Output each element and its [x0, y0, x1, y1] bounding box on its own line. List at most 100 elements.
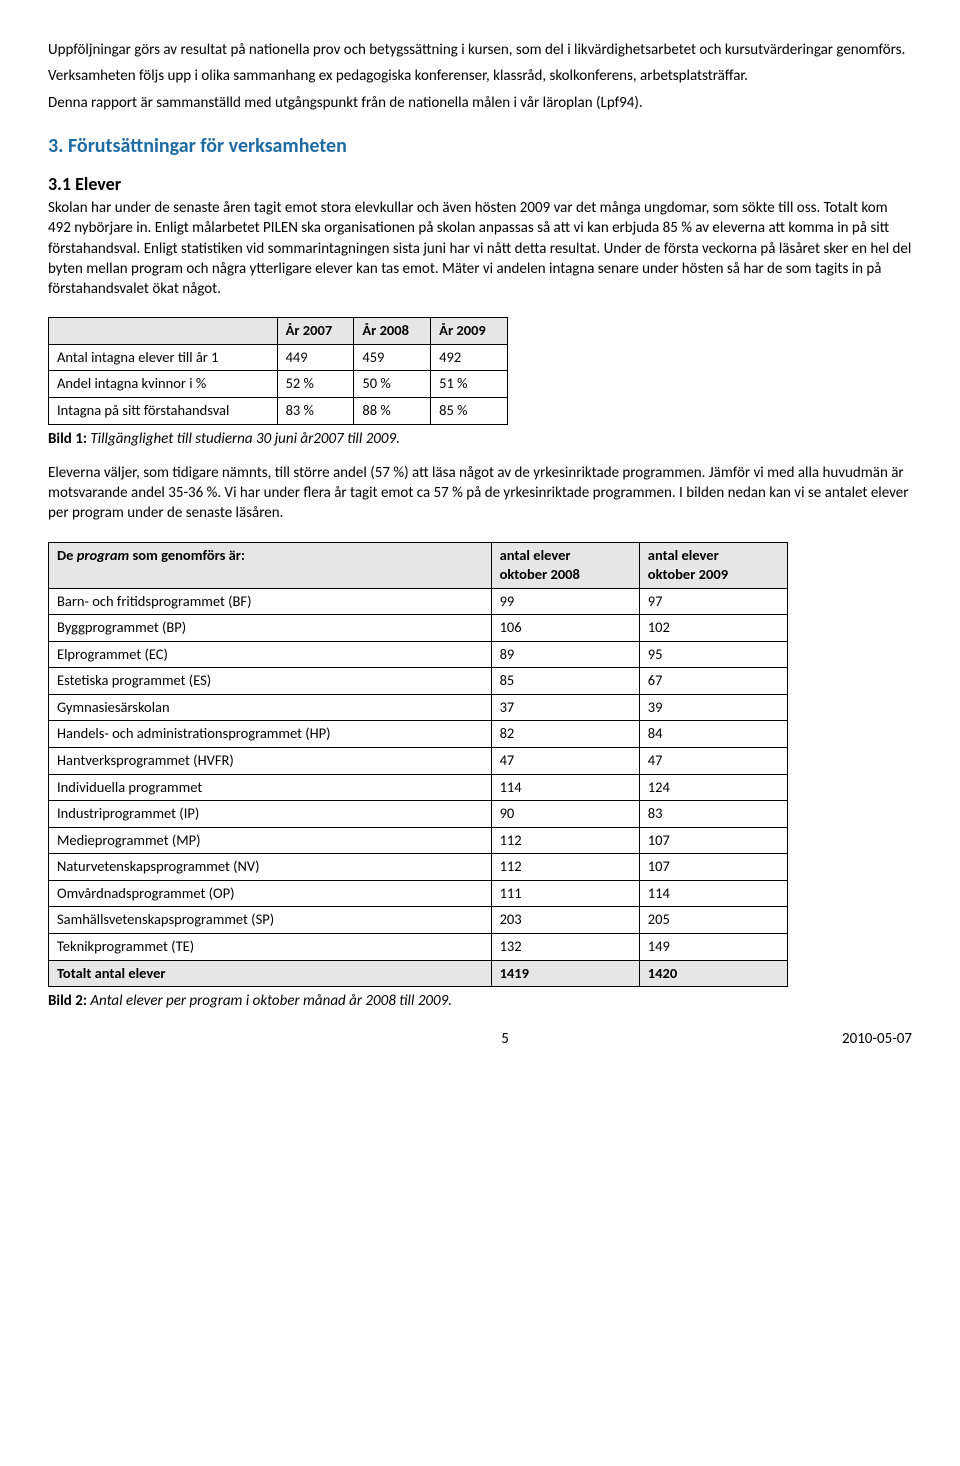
cell: Teknikprogrammet (TE) [49, 933, 492, 960]
cell: 111 [491, 880, 639, 907]
table-row: Antal intagna elever till år 1 449 459 4… [49, 344, 508, 371]
table-row: Gymnasiesärskolan3739 [49, 694, 788, 721]
t1-h2: År 2008 [354, 318, 431, 345]
mid-p1: Eleverna väljer, som tidigare nämnts, ti… [48, 463, 912, 524]
t1-h1: År 2007 [277, 318, 354, 345]
table-row: De program som genomförs är: antal eleve… [49, 542, 788, 588]
cell: 107 [639, 854, 787, 881]
section3-1-p1: Skolan har under de senaste åren tagit e… [48, 198, 912, 299]
footer-date: 2010-05-07 [842, 1029, 912, 1049]
cell: Handels- och administrationsprogrammet (… [49, 721, 492, 748]
table-row-total: Totalt antal elever 1419 1420 [49, 960, 788, 987]
cell: 39 [639, 694, 787, 721]
table-row: Hantverksprogrammet (HVFR)4747 [49, 748, 788, 775]
caption-label: Bild 2: [48, 992, 87, 1010]
cell: Gymnasiesärskolan [49, 694, 492, 721]
t2-h0b: program [77, 546, 129, 564]
page-number: 5 [168, 1029, 842, 1049]
t1-r2c1: 83 % [277, 397, 354, 424]
table-row: Naturvetenskapsprogrammet (NV)112107 [49, 854, 788, 881]
cell: 47 [639, 748, 787, 775]
t2-h1b: oktober [500, 565, 551, 583]
t1-r2c2: 88 % [354, 397, 431, 424]
cell: Samhällsvetenskapsprogrammet (SP) [49, 907, 492, 934]
page-footer: 5 2010-05-07 [48, 1029, 912, 1049]
cell: 102 [639, 615, 787, 642]
table-row: Elprogrammet (EC)8995 [49, 641, 788, 668]
table-row: Estetiska programmet (ES)8567 [49, 668, 788, 695]
intro-block: Uppföljningar görs av resultat på nation… [48, 40, 912, 113]
t1-r0c1: 449 [277, 344, 354, 371]
table1-caption: Bild 1: Tillgänglighet till studierna 30… [48, 429, 912, 449]
t1-r1c2: 50 % [354, 371, 431, 398]
table2-caption: Bild 2: Antal elever per program i oktob… [48, 991, 912, 1011]
table-row: Barn- och fritidsprogrammet (BF)9997 [49, 588, 788, 615]
t1-r1c0: Andel intagna kvinnor i % [49, 371, 278, 398]
cell: Barn- och fritidsprogrammet (BF) [49, 588, 492, 615]
t1-r0c0: Antal intagna elever till år 1 [49, 344, 278, 371]
cell: 85 [491, 668, 639, 695]
cell: Omvårdnadsprogrammet (OP) [49, 880, 492, 907]
cell: Individuella programmet [49, 774, 492, 801]
cell: 149 [639, 933, 787, 960]
cell: 99 [491, 588, 639, 615]
t2-h2: antal elever oktober 2009 [639, 542, 787, 588]
cell: 114 [491, 774, 639, 801]
intro-p1: Uppföljningar görs av resultat på nation… [48, 40, 912, 60]
cell: 83 [639, 801, 787, 828]
cell: Estetiska programmet (ES) [49, 668, 492, 695]
t2-h0: De program som genomförs är: [49, 542, 492, 588]
t1-r0c3: 492 [431, 344, 508, 371]
cell: 112 [491, 827, 639, 854]
cell: 106 [491, 615, 639, 642]
table-row: Byggprogrammet (BP)106102 [49, 615, 788, 642]
cell: Industriprogrammet (IP) [49, 801, 492, 828]
cell: 82 [491, 721, 639, 748]
cell: 107 [639, 827, 787, 854]
t1-r0c2: 459 [354, 344, 431, 371]
t1-r1c1: 52 % [277, 371, 354, 398]
t2-h2b: oktober [648, 565, 699, 583]
cell: 132 [491, 933, 639, 960]
cell: 114 [639, 880, 787, 907]
cell: 67 [639, 668, 787, 695]
caption-label: Bild 1: [48, 430, 87, 448]
total-2008: 1419 [491, 960, 639, 987]
mid-block: Eleverna väljer, som tidigare nämnts, ti… [48, 463, 912, 524]
intro-p2: Verksamheten följs upp i olika sammanhan… [48, 66, 912, 86]
cell: 203 [491, 907, 639, 934]
cell: 84 [639, 721, 787, 748]
t2-h1: antal elever oktober 2008 [491, 542, 639, 588]
cell: Naturvetenskapsprogrammet (NV) [49, 854, 492, 881]
table-row: Omvårdnadsprogrammet (OP)111114 [49, 880, 788, 907]
t1-r1c3: 51 % [431, 371, 508, 398]
table-row: Industriprogrammet (IP)9083 [49, 801, 788, 828]
caption-text: Tillgänglighet till studierna 30 juni år… [87, 430, 400, 448]
t1-h3: År 2009 [431, 318, 508, 345]
table-1: År 2007 År 2008 År 2009 Antal intagna el… [48, 317, 508, 424]
cell: 95 [639, 641, 787, 668]
t1-h0 [49, 318, 278, 345]
table-row: Teknikprogrammet (TE)132149 [49, 933, 788, 960]
section3-title: 3. Förutsättningar för verksamheten [48, 133, 912, 160]
cell: Elprogrammet (EC) [49, 641, 492, 668]
t1-r2c3: 85 % [431, 397, 508, 424]
table-row: Handels- och administrationsprogrammet (… [49, 721, 788, 748]
cell: 90 [491, 801, 639, 828]
total-label: Totalt antal elever [49, 960, 492, 987]
cell: Byggprogrammet (BP) [49, 615, 492, 642]
cell: 89 [491, 641, 639, 668]
cell: 124 [639, 774, 787, 801]
section3-1-title: 3.1 Elever [48, 172, 912, 196]
cell: 205 [639, 907, 787, 934]
t2-h2c: 2009 [699, 565, 728, 583]
table-row: Samhällsvetenskapsprogrammet (SP)203205 [49, 907, 788, 934]
table-row: Intagna på sitt förstahandsval 83 % 88 %… [49, 397, 508, 424]
section3-1-body: Skolan har under de senaste åren tagit e… [48, 198, 912, 299]
cell: 47 [491, 748, 639, 775]
caption-text: Antal elever per program i oktober månad… [87, 992, 452, 1010]
cell: 37 [491, 694, 639, 721]
t2-h2a: antal elever [648, 546, 719, 564]
table-row: Medieprogrammet (MP)112107 [49, 827, 788, 854]
t2-h1c: 2008 [550, 565, 579, 583]
